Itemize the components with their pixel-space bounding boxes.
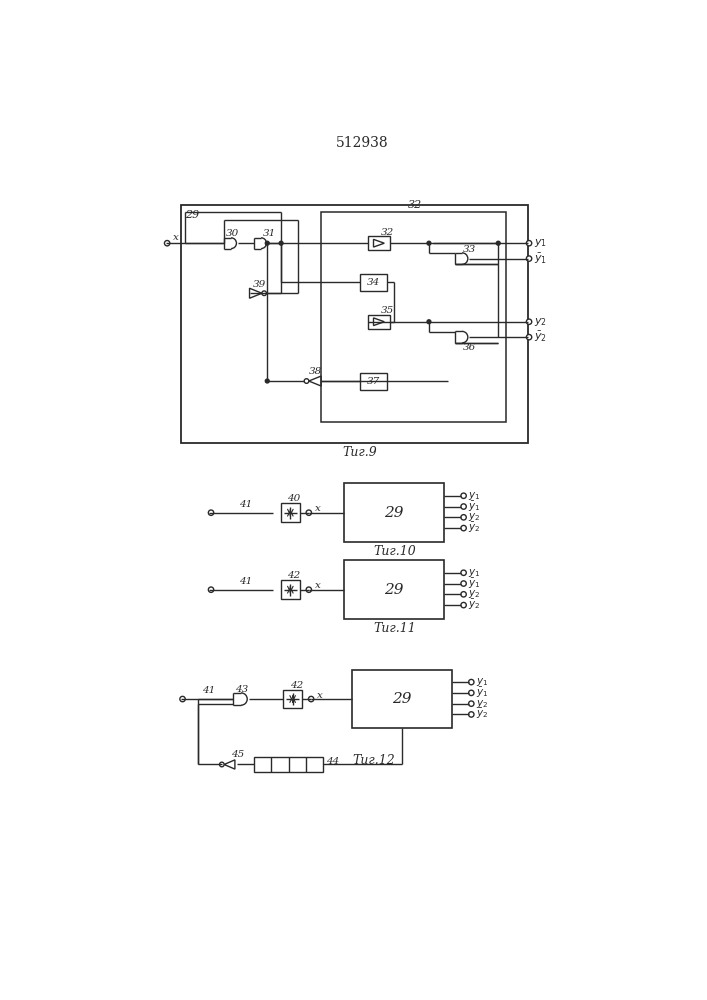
Text: 34: 34 <box>367 278 380 287</box>
Text: 37: 37 <box>367 377 380 386</box>
Text: 32: 32 <box>380 228 394 237</box>
Circle shape <box>209 510 214 515</box>
Circle shape <box>526 241 532 246</box>
Text: 36: 36 <box>463 343 476 352</box>
Circle shape <box>306 510 312 515</box>
Circle shape <box>469 712 474 717</box>
Circle shape <box>165 241 170 246</box>
Bar <box>281 580 300 599</box>
Text: 45: 45 <box>231 750 245 759</box>
Circle shape <box>526 334 532 340</box>
Circle shape <box>461 515 467 520</box>
Text: 41: 41 <box>239 577 252 586</box>
Bar <box>254 757 324 772</box>
Circle shape <box>461 581 467 586</box>
Text: 29: 29 <box>185 210 199 220</box>
Circle shape <box>461 570 467 575</box>
Text: 29: 29 <box>385 506 404 520</box>
Text: 42: 42 <box>287 571 300 580</box>
Text: $\bar{y}_1$: $\bar{y}_1$ <box>468 576 481 591</box>
Bar <box>344 483 444 542</box>
Circle shape <box>304 379 309 383</box>
Text: $y_1$: $y_1$ <box>468 490 481 502</box>
Text: 41: 41 <box>239 500 252 509</box>
Bar <box>361 274 387 291</box>
Circle shape <box>219 762 224 767</box>
Text: 38: 38 <box>309 367 322 376</box>
Circle shape <box>461 493 467 498</box>
Text: 29: 29 <box>392 692 411 706</box>
Text: $y_2$: $y_2$ <box>476 698 488 710</box>
Circle shape <box>209 587 214 592</box>
Text: Τиг.11: Τиг.11 <box>373 622 416 635</box>
Text: Τиг.12: Τиг.12 <box>352 754 395 767</box>
Text: x: x <box>315 581 321 590</box>
Text: 43: 43 <box>235 685 248 694</box>
Text: x: x <box>315 504 321 513</box>
Bar <box>361 373 387 389</box>
Bar <box>352 670 452 728</box>
Text: $\bar{y}_2$: $\bar{y}_2$ <box>534 330 547 344</box>
Text: $y_1$: $y_1$ <box>534 237 547 249</box>
Bar <box>284 690 302 708</box>
Circle shape <box>180 696 185 702</box>
Bar <box>344 560 444 619</box>
Circle shape <box>427 241 431 245</box>
Circle shape <box>306 587 312 592</box>
Circle shape <box>461 504 467 509</box>
Text: x: x <box>317 691 323 700</box>
Bar <box>321 212 506 422</box>
Text: x: x <box>173 233 179 242</box>
Text: 39: 39 <box>252 280 266 289</box>
Text: $\bar{y}_1$: $\bar{y}_1$ <box>534 251 548 266</box>
Text: $y_1$: $y_1$ <box>468 567 481 579</box>
Bar <box>368 236 390 250</box>
Text: Τиг.9: Τиг.9 <box>342 446 377 459</box>
Bar <box>181 205 527 443</box>
Text: $y_2$: $y_2$ <box>534 316 547 328</box>
Text: $\bar{y}_2$: $\bar{y}_2$ <box>476 707 489 721</box>
Circle shape <box>265 379 269 383</box>
Text: $\bar{y}_2$: $\bar{y}_2$ <box>468 521 481 535</box>
Bar <box>368 315 390 329</box>
Circle shape <box>469 690 474 696</box>
Text: 44: 44 <box>326 757 339 766</box>
Text: $y_2$: $y_2$ <box>468 588 481 600</box>
Text: 41: 41 <box>201 686 215 695</box>
Circle shape <box>427 320 431 324</box>
Text: 512938: 512938 <box>336 136 388 150</box>
Circle shape <box>526 319 532 324</box>
Circle shape <box>262 291 267 296</box>
Text: $y_1$: $y_1$ <box>476 676 489 688</box>
Text: 32: 32 <box>407 200 421 210</box>
Text: $\bar{y}_1$: $\bar{y}_1$ <box>476 686 489 700</box>
Circle shape <box>461 592 467 597</box>
Text: $\bar{y}_1$: $\bar{y}_1$ <box>468 499 481 514</box>
Circle shape <box>461 525 467 531</box>
Circle shape <box>469 701 474 706</box>
Text: 40: 40 <box>287 494 300 503</box>
Text: 42: 42 <box>290 681 303 690</box>
Circle shape <box>496 241 500 245</box>
Bar <box>281 503 300 522</box>
Text: 29: 29 <box>385 583 404 597</box>
Circle shape <box>526 256 532 261</box>
Text: 30: 30 <box>226 229 239 238</box>
Circle shape <box>265 241 269 245</box>
Circle shape <box>279 241 283 245</box>
Text: $\bar{y}_2$: $\bar{y}_2$ <box>468 598 481 612</box>
Text: $y_2$: $y_2$ <box>468 511 481 523</box>
Text: 31: 31 <box>262 229 276 238</box>
Circle shape <box>308 696 314 702</box>
Circle shape <box>461 602 467 608</box>
Circle shape <box>469 679 474 685</box>
Text: Τиг.10: Τиг.10 <box>373 545 416 558</box>
Text: 35: 35 <box>380 306 394 315</box>
Text: 33: 33 <box>463 245 476 254</box>
